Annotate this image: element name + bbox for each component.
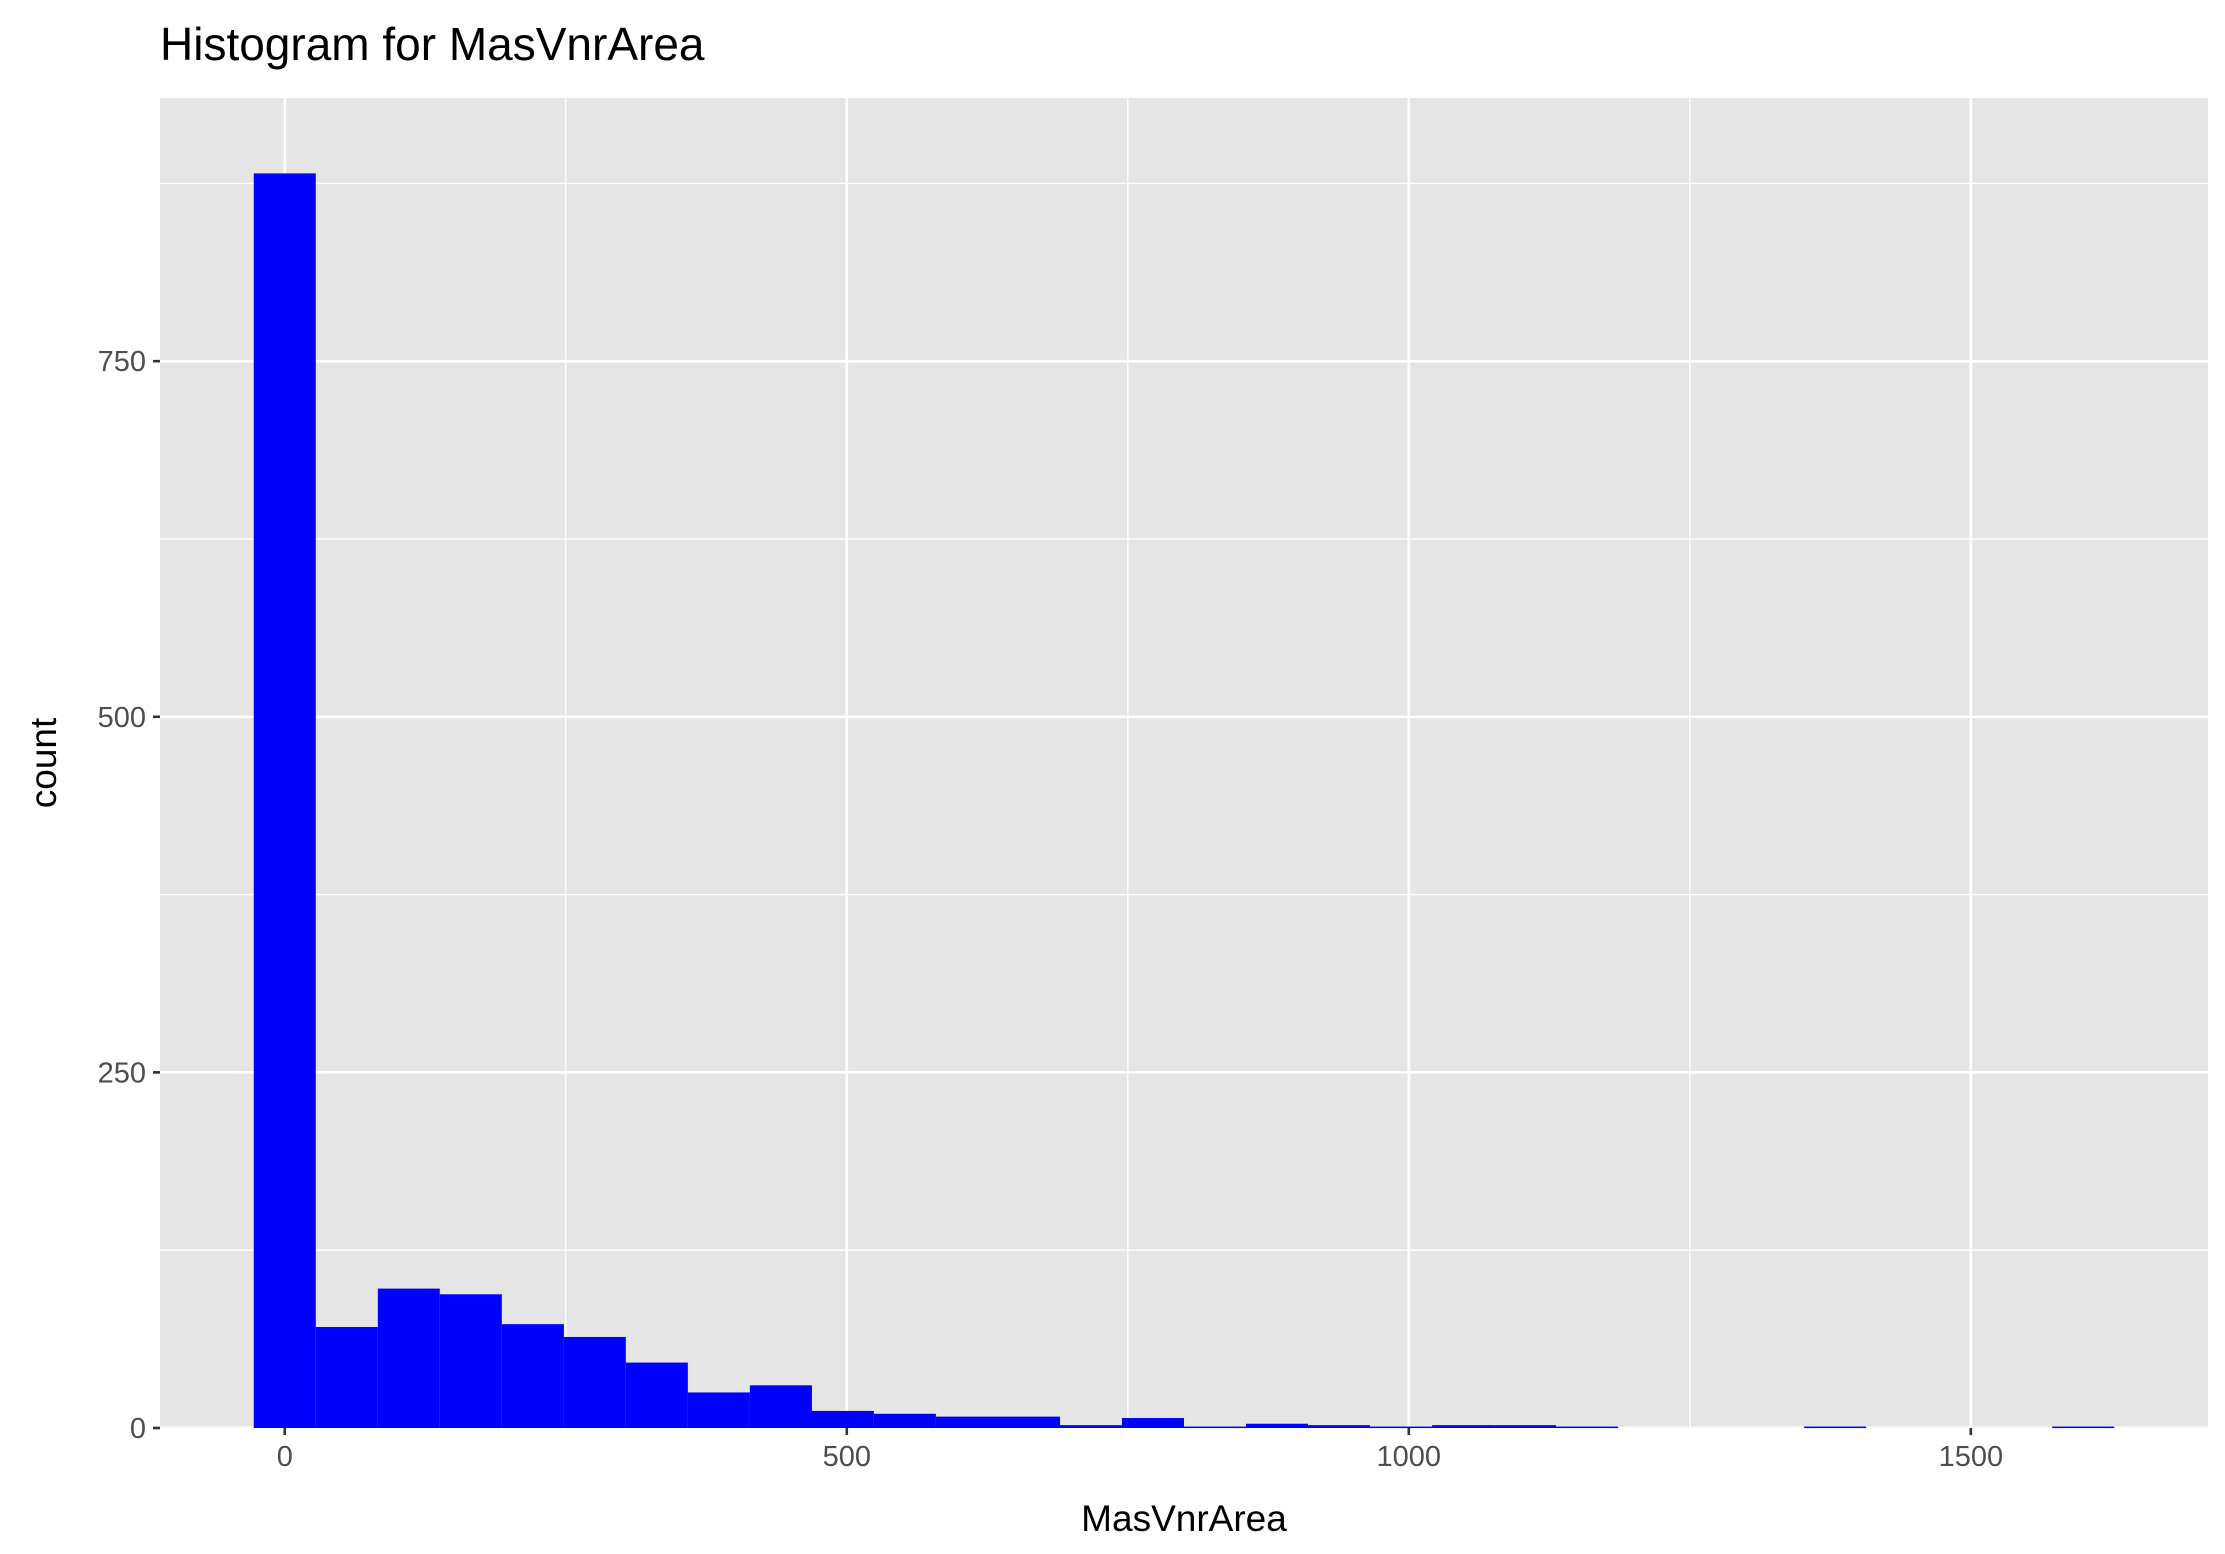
histogram-bar bbox=[377, 1288, 440, 1428]
histogram-bar bbox=[1060, 1425, 1122, 1428]
histogram-bar bbox=[749, 1385, 812, 1428]
histogram-bar bbox=[1494, 1425, 1557, 1428]
histogram-bar bbox=[873, 1413, 936, 1428]
x-tick-label: 1000 bbox=[1377, 1441, 1442, 1473]
histogram-bar bbox=[1307, 1425, 1371, 1428]
x-tick-label: 0 bbox=[277, 1441, 293, 1473]
histogram-bars bbox=[253, 173, 2115, 1429]
histogram-bar bbox=[563, 1336, 626, 1428]
y-axis-title: count bbox=[23, 717, 64, 808]
histogram-bar bbox=[315, 1327, 378, 1428]
chart-title: Histogram for MasVnrArea bbox=[160, 18, 705, 70]
y-tick-label: 750 bbox=[98, 346, 146, 378]
y-tick-label: 500 bbox=[98, 702, 146, 734]
histogram-bar bbox=[2052, 1426, 2115, 1429]
y-axis-ticks: 0 250 500 750 bbox=[98, 346, 160, 1445]
histogram-bar bbox=[1556, 1426, 1619, 1429]
histogram-bar bbox=[253, 173, 316, 1428]
histogram-bar bbox=[625, 1362, 688, 1428]
histogram-bar bbox=[1432, 1425, 1495, 1428]
x-axis-ticks: 0 500 1000 1500 bbox=[277, 1428, 2003, 1473]
y-tick-label: 250 bbox=[98, 1057, 146, 1089]
x-axis-title: MasVnrArea bbox=[1081, 1498, 1287, 1539]
x-tick-label: 500 bbox=[823, 1441, 871, 1473]
histogram-bar bbox=[811, 1410, 874, 1428]
y-tick-label: 0 bbox=[130, 1413, 146, 1445]
histogram-bar bbox=[1370, 1426, 1433, 1429]
histogram-bar bbox=[687, 1392, 750, 1428]
x-tick-label: 1500 bbox=[1939, 1441, 2004, 1473]
histogram-bar bbox=[439, 1294, 502, 1428]
histogram-bar bbox=[1246, 1423, 1308, 1428]
histogram-bar bbox=[1804, 1426, 1867, 1429]
histogram-bar bbox=[1184, 1426, 1247, 1429]
histogram-bar bbox=[997, 1416, 1061, 1428]
plot-panel bbox=[160, 98, 2208, 1428]
minor-gridlines bbox=[160, 98, 2208, 1428]
histogram-bar bbox=[1121, 1418, 1184, 1428]
histogram-bar bbox=[935, 1416, 998, 1428]
histogram-bar bbox=[501, 1324, 564, 1428]
